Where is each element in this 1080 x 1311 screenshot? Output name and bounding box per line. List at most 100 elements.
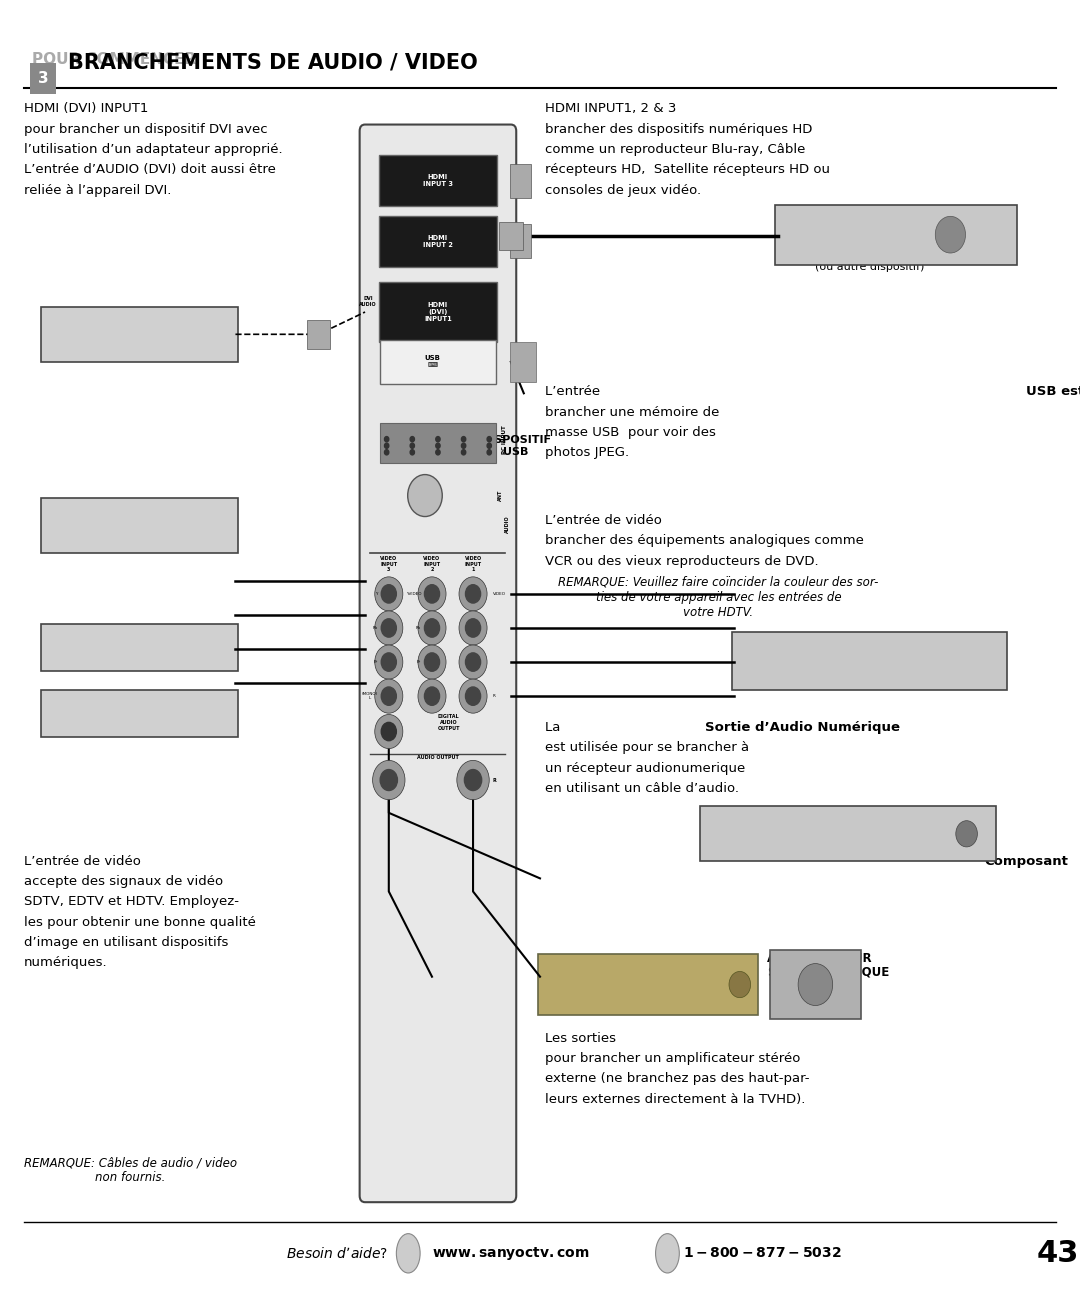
Circle shape [459, 645, 487, 679]
Text: Composant: Composant [984, 855, 1068, 868]
Text: REMARQUE: Veuillez faire coïncider la couleur des sor-
ties de votre appareil av: REMARQUE: Veuillez faire coïncider la co… [558, 576, 879, 619]
Text: HDMI
INPUT 3: HDMI INPUT 3 [423, 174, 453, 187]
Circle shape [435, 450, 441, 455]
Circle shape [465, 585, 481, 603]
Circle shape [381, 585, 396, 603]
Text: VIDEO
INPUT
3: VIDEO INPUT 3 [380, 556, 397, 573]
Circle shape [384, 437, 389, 442]
Text: VCR: VCR [815, 656, 843, 669]
Text: reliée à l’appareil DVI.: reliée à l’appareil DVI. [24, 184, 171, 197]
Text: BRANCHEMENTS DE AUDIO / VIDEO: BRANCHEMENTS DE AUDIO / VIDEO [68, 52, 477, 73]
Circle shape [375, 679, 403, 713]
Text: Sortie d’Audio Numérique: Sortie d’Audio Numérique [705, 721, 901, 734]
Text: en utilisant un câble d’audio.: en utilisant un câble d’audio. [545, 781, 740, 794]
Circle shape [384, 450, 389, 455]
Text: $\bf{\it{Besoin\ d’aide?}}$: $\bf{\it{Besoin\ d’aide?}}$ [286, 1245, 389, 1261]
Circle shape [461, 443, 465, 448]
FancyBboxPatch shape [538, 954, 758, 1015]
Circle shape [424, 687, 440, 705]
Circle shape [418, 645, 446, 679]
Circle shape [410, 437, 415, 442]
Text: externe (ne branchez pas des haut-par-: externe (ne branchez pas des haut-par- [545, 1072, 810, 1086]
Ellipse shape [656, 1234, 679, 1273]
Circle shape [381, 722, 396, 741]
Text: photos JPEG.: photos JPEG. [545, 446, 630, 459]
Circle shape [408, 475, 443, 517]
Circle shape [798, 964, 833, 1006]
FancyBboxPatch shape [499, 222, 523, 250]
Text: Y: Y [376, 591, 378, 597]
Text: L’entrée de vidéo: L’entrée de vidéo [24, 855, 145, 868]
Text: AUDIO OUTPUT: AUDIO OUTPUT [417, 755, 459, 760]
Text: AUDIO: AUDIO [505, 515, 510, 534]
Text: SDTV, EDTV et HDTV. Employez-: SDTV, EDTV et HDTV. Employez- [24, 895, 239, 909]
Text: 3: 3 [38, 71, 49, 87]
Text: PC INPUT: PC INPUT [502, 425, 507, 454]
FancyBboxPatch shape [510, 224, 531, 258]
Circle shape [424, 619, 440, 637]
Text: L’entrée d’AUDIO (DVI) doit aussi être: L’entrée d’AUDIO (DVI) doit aussi être [24, 163, 275, 176]
Text: HDMI (DVI) INPUT1: HDMI (DVI) INPUT1 [24, 102, 148, 115]
Text: les pour obtenir une bonne qualité: les pour obtenir une bonne qualité [24, 916, 256, 928]
Text: Pb: Pb [373, 625, 378, 631]
FancyBboxPatch shape [775, 205, 1017, 265]
Text: AMPLIFICATEUR
STÉRÉOPHONIQUE: AMPLIFICATEUR STÉRÉOPHONIQUE [767, 952, 889, 979]
Text: (ou autre dispositif): (ou autre dispositif) [815, 262, 924, 273]
Text: un récepteur audionumerique: un récepteur audionumerique [545, 762, 745, 775]
FancyBboxPatch shape [41, 307, 238, 362]
Circle shape [381, 687, 396, 705]
Text: RÉCEPTEUR SATELLITE: RÉCEPTEUR SATELLITE [815, 244, 966, 257]
Text: leurs externes directement à la TVHD).: leurs externes directement à la TVHD). [545, 1093, 806, 1105]
Text: (ou appareil analogique): (ou appareil analogique) [815, 674, 953, 684]
Circle shape [487, 443, 491, 448]
Circle shape [487, 450, 491, 455]
Circle shape [435, 443, 441, 448]
FancyBboxPatch shape [770, 950, 861, 1019]
Circle shape [457, 760, 489, 800]
Text: HDMI
(DVI)
INPUT1: HDMI (DVI) INPUT1 [424, 302, 451, 323]
Text: numériques.: numériques. [24, 957, 107, 969]
Text: R: R [492, 694, 496, 699]
FancyBboxPatch shape [41, 624, 238, 671]
Text: pour brancher un dispositif DVI avec: pour brancher un dispositif DVI avec [24, 122, 268, 135]
Text: d’image en utilisant dispositifs: d’image en utilisant dispositifs [24, 936, 228, 949]
Text: POUR COMMENCER: POUR COMMENCER [32, 52, 197, 67]
FancyBboxPatch shape [380, 423, 496, 463]
Text: HDMI
INPUT 2: HDMI INPUT 2 [423, 235, 453, 248]
Circle shape [418, 577, 446, 611]
Text: brancher des équipements analogiques comme: brancher des équipements analogiques com… [545, 535, 864, 547]
Text: VIDEO
INPUT
2: VIDEO INPUT 2 [423, 556, 441, 573]
Text: comme un reproducteur Blu-ray, Câble: comme un reproducteur Blu-ray, Câble [545, 143, 806, 156]
Text: VIDEO: VIDEO [492, 591, 505, 597]
Text: $\bf{1-800-877-5032}$: $\bf{1-800-877-5032}$ [683, 1247, 841, 1260]
Text: USB
⌨: USB ⌨ [424, 355, 441, 368]
Circle shape [380, 770, 397, 791]
Text: R: R [492, 777, 496, 783]
Circle shape [465, 653, 481, 671]
Circle shape [459, 577, 487, 611]
Circle shape [461, 450, 465, 455]
Circle shape [464, 770, 482, 791]
Circle shape [935, 216, 966, 253]
Text: Pr: Pr [417, 659, 421, 665]
Circle shape [435, 437, 441, 442]
Text: masse USB  pour voir des: masse USB pour voir des [545, 426, 716, 439]
Text: récepteurs HD,  Satellite récepteurs HD ou: récepteurs HD, Satellite récepteurs HD o… [545, 163, 831, 176]
FancyBboxPatch shape [510, 164, 531, 198]
Circle shape [418, 679, 446, 713]
Circle shape [381, 653, 396, 671]
Circle shape [375, 645, 403, 679]
Circle shape [424, 653, 440, 671]
Text: est utilisée pour se brancher à: est utilisée pour se brancher à [545, 741, 750, 754]
Circle shape [418, 611, 446, 645]
Circle shape [384, 443, 389, 448]
Circle shape [487, 437, 491, 442]
Circle shape [465, 619, 481, 637]
Text: brancher des dispositifs numériques HD: brancher des dispositifs numériques HD [545, 122, 813, 135]
Text: consoles de jeux vidéo.: consoles de jeux vidéo. [545, 184, 702, 197]
Text: $\bf{www.sanyoctv.com}$: $\bf{www.sanyoctv.com}$ [432, 1245, 590, 1261]
Circle shape [956, 821, 977, 847]
Circle shape [729, 971, 751, 998]
Text: ANT: ANT [498, 490, 502, 501]
Circle shape [410, 443, 415, 448]
